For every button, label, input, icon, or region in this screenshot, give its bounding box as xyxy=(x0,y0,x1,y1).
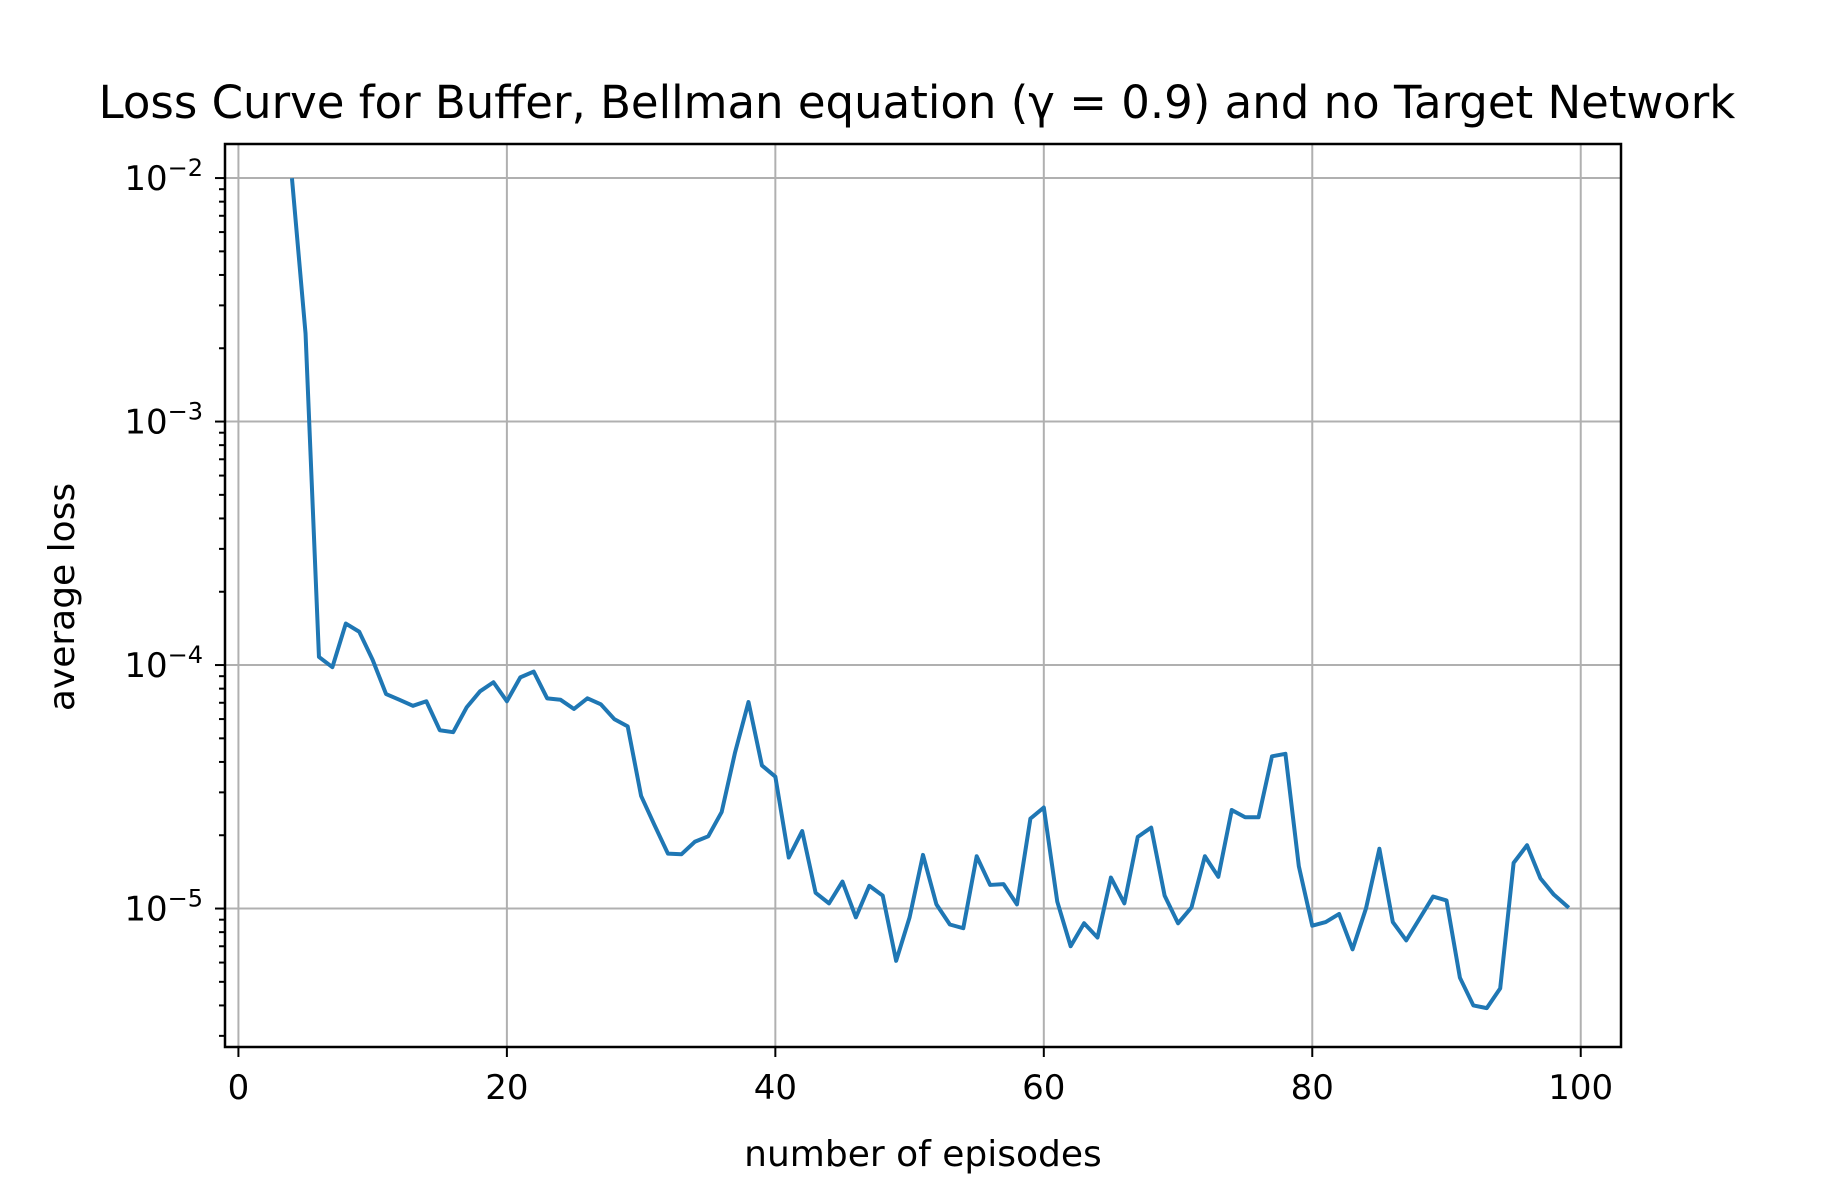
axes-frame xyxy=(223,142,1623,1049)
x-tick-label: 0 xyxy=(228,1068,250,1108)
x-axis: 0 20 40 60 80 100 xyxy=(228,1047,1613,1108)
x-tick-label: 80 xyxy=(1291,1068,1334,1108)
y-axis-label: average loss xyxy=(42,483,83,711)
y-tick-label: 10−2 xyxy=(124,154,203,199)
y-tick-label: 10−5 xyxy=(124,885,203,930)
x-tick-label: 60 xyxy=(1022,1068,1065,1108)
plot-area xyxy=(289,178,1571,1011)
x-tick-label: 100 xyxy=(1548,1068,1613,1108)
x-tick-label: 40 xyxy=(754,1068,797,1108)
y-tick-label: 10−3 xyxy=(124,398,203,443)
x-tick-label: 20 xyxy=(485,1068,528,1108)
chart-title: Loss Curve for Buffer, Bellman equation … xyxy=(99,76,1736,129)
y-axis: 10−2 10−3 10−4 10−5 xyxy=(124,154,225,1037)
y-tick-label: 10−4 xyxy=(124,641,203,686)
x-axis-label: number of episodes xyxy=(744,1134,1102,1175)
loss-series-line xyxy=(289,178,1571,1011)
